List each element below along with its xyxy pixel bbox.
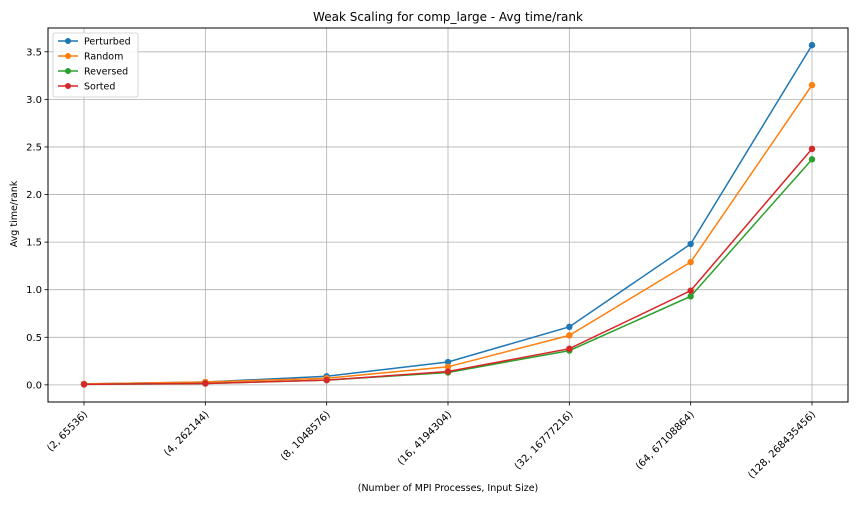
y-tick-label: 3.0 <box>26 95 42 106</box>
data-point-random <box>566 332 573 339</box>
legend-label-reversed: Reversed <box>84 67 128 78</box>
x-tick-label: (64, 67108864) <box>634 409 697 472</box>
axis-layer: (2, 65536) (4, 262144) (8, 1048576) (16, 41… <box>26 47 818 481</box>
data-point-sorted <box>202 380 209 387</box>
grid-layer <box>48 28 848 402</box>
data-point-sorted <box>808 145 816 153</box>
x-axis-label: (Number of MPI Processes, Input Size) <box>358 483 539 494</box>
legend: Perturbed Random Reversed Sorted <box>52 32 139 98</box>
x-tick-label: (32, 16777216) <box>513 409 576 472</box>
data-point-sorted <box>444 368 452 375</box>
legend-label-random: Random <box>84 52 123 63</box>
data-point-random <box>808 81 816 89</box>
legend-marker-sorted <box>65 83 71 89</box>
data-point-perturbed <box>808 41 816 49</box>
series-layer <box>80 41 816 388</box>
data-point-perturbed <box>687 240 694 248</box>
data-point-sorted <box>80 381 88 388</box>
legend-marker-perturbed <box>65 38 71 44</box>
x-tick-label: (2, 65536) <box>45 409 90 454</box>
data-point-sorted <box>566 345 573 352</box>
y-tick-label: 2.0 <box>26 190 42 201</box>
x-tick-label: (16, 4194304) <box>396 409 454 467</box>
y-tick-label: 0.0 <box>26 380 42 391</box>
data-point-perturbed <box>566 323 573 331</box>
legend-label-perturbed: Perturbed <box>84 37 131 48</box>
chart-title: Weak Scaling for comp_large - Avg time/r… <box>313 10 583 24</box>
y-axis-label: Avg time/rank <box>9 180 20 247</box>
data-point-perturbed <box>444 358 452 366</box>
legend-marker-reversed <box>65 68 71 74</box>
y-tick-label: 0.5 <box>26 333 42 344</box>
legend-box <box>52 32 139 98</box>
data-point-sorted <box>323 376 330 384</box>
legend-label-sorted: Sorted <box>84 82 115 93</box>
data-point-reversed <box>808 156 816 163</box>
y-tick-label: 3.5 <box>26 47 42 58</box>
y-tick-label: 2.5 <box>26 142 42 153</box>
y-tick-label: 1.5 <box>26 238 42 249</box>
x-tick-label: (8, 1048576) <box>279 409 333 463</box>
y-tick-label: 1.0 <box>26 285 42 296</box>
data-point-random <box>687 258 694 266</box>
data-point-random <box>444 363 452 370</box>
data-point-sorted <box>687 287 694 294</box>
data-point-reversed <box>687 293 694 300</box>
x-tick-label: (128, 268435456) <box>746 409 818 481</box>
legend-marker-random <box>65 53 71 59</box>
x-tick-label: (4, 262144) <box>162 409 211 458</box>
